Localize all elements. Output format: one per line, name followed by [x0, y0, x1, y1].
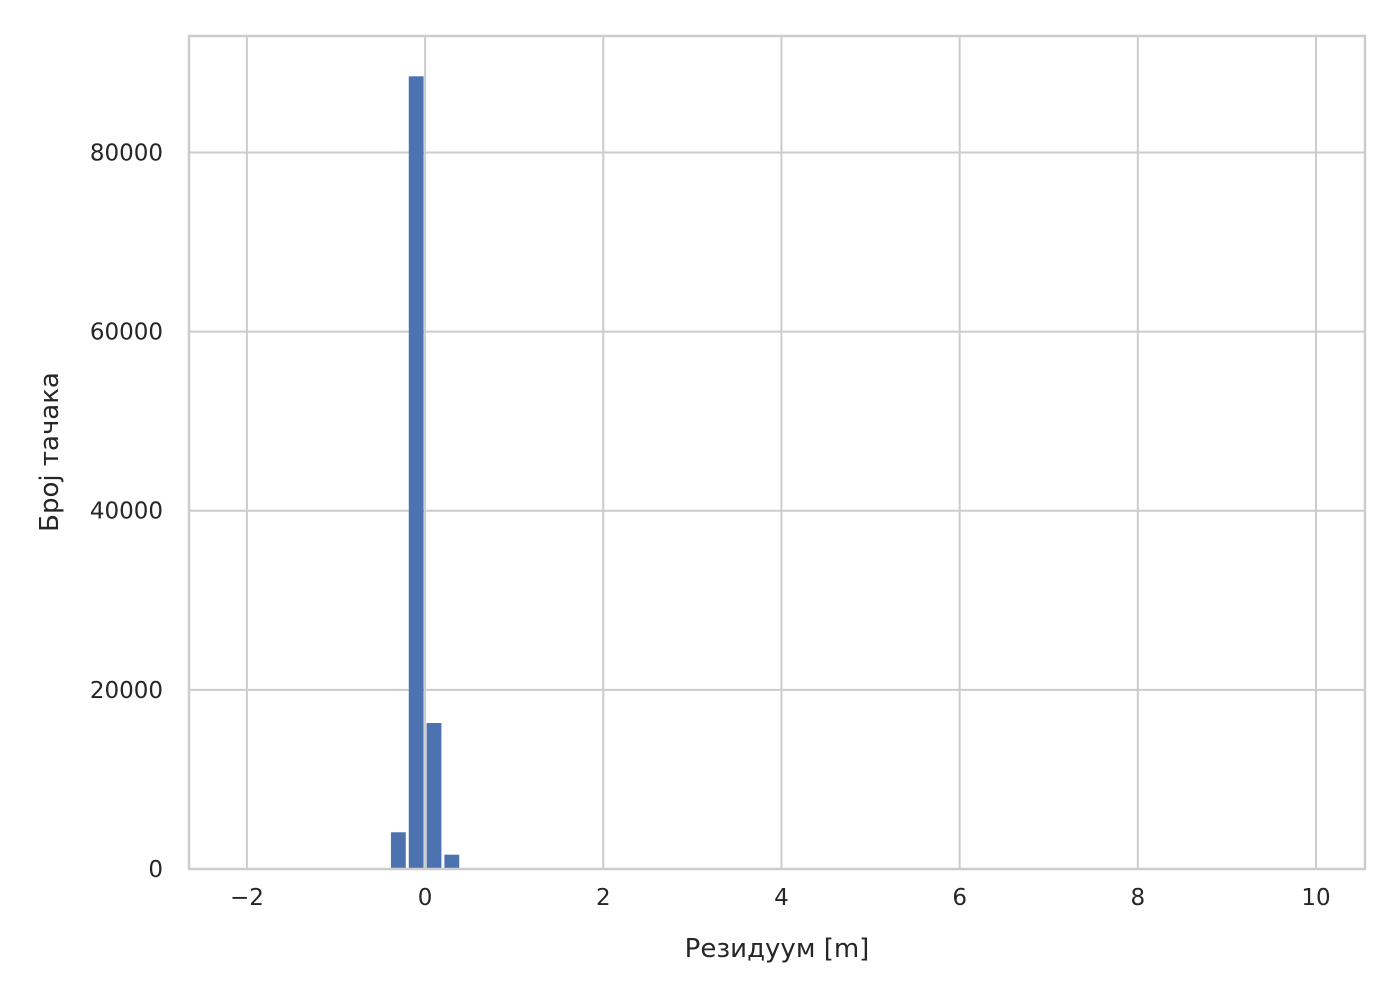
- bars: [390, 76, 460, 869]
- y-tick-label: 60000: [90, 320, 163, 346]
- x-tick-label: 0: [418, 885, 433, 911]
- x-tick-label: 8: [1130, 885, 1145, 911]
- y-tick-label: 80000: [90, 140, 163, 166]
- x-tick-label: 6: [952, 885, 967, 911]
- x-tick-label: 10: [1301, 885, 1330, 911]
- x-tick-label: 4: [774, 885, 789, 911]
- x-ticks: −2 0 2 4 6 8 10: [230, 885, 1331, 911]
- y-tick-label: 0: [148, 857, 163, 883]
- histogram-bar: [426, 723, 442, 869]
- x-axis-label: Резидуум [m]: [685, 934, 870, 964]
- histogram-bar: [444, 854, 460, 869]
- y-ticks: 0 20000 40000 60000 80000: [90, 140, 163, 883]
- x-grid: [245, 36, 1317, 869]
- y-tick-label: 20000: [90, 678, 163, 704]
- y-grid: [189, 151, 1365, 870]
- plot-frame: [187, 34, 1367, 871]
- histogram-bar: [408, 76, 424, 869]
- x-tick-label: −2: [230, 885, 264, 911]
- x-tick-label: 2: [596, 885, 611, 911]
- y-tick-label: 40000: [90, 499, 163, 525]
- histogram-bar: [390, 832, 406, 869]
- y-axis-label: Број тачака: [35, 372, 65, 532]
